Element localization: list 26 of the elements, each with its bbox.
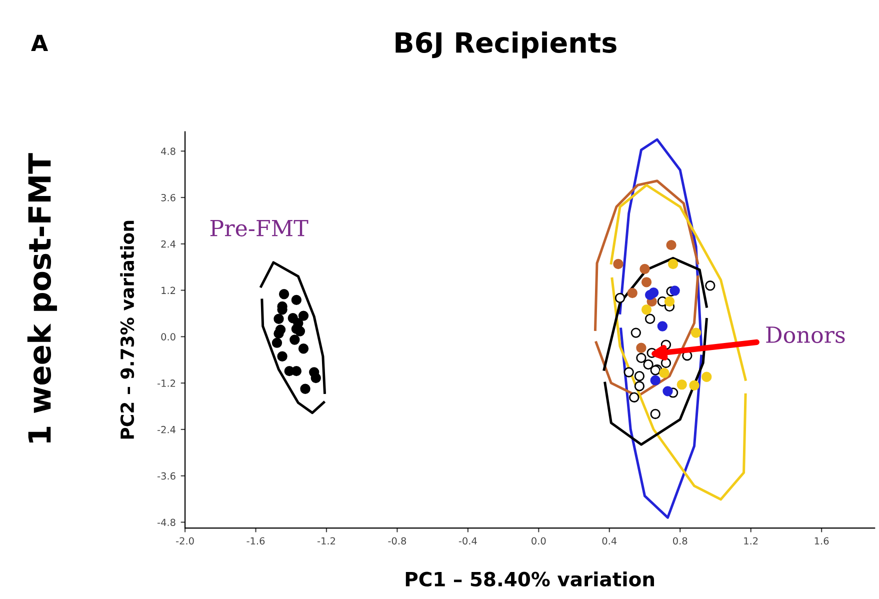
text: 1 week post-FMT xyxy=(27,153,57,443)
text: A xyxy=(31,34,48,52)
y-tick-label: -3.6 xyxy=(158,472,176,480)
y-tick-label: -2.4 xyxy=(158,426,176,434)
y-tick-label: 2.4 xyxy=(161,240,176,248)
y-tick-label: 0.0 xyxy=(161,333,176,340)
x-tick-label: 0.8 xyxy=(673,537,688,545)
x-tick-label: -2.0 xyxy=(176,537,194,545)
y-tick-label: 3.6 xyxy=(161,194,176,202)
annotation: Pre-FMT xyxy=(210,220,308,236)
chart-title: B6J Recipients xyxy=(396,31,616,58)
y-tick-label: -1.2 xyxy=(158,380,176,387)
y-tick-label: -4.8 xyxy=(158,518,176,526)
x-tick-label: -1.6 xyxy=(246,537,265,545)
y-tick-label: 1.2 xyxy=(162,286,176,294)
x-axis-title: PC1 – 58.40% variation xyxy=(406,571,654,587)
y-tick-label: 4.8 xyxy=(161,148,176,155)
x-tick-label: -0.8 xyxy=(388,537,406,545)
x-tick-label: -0.4 xyxy=(458,537,477,545)
x-tick-label: 0.4 xyxy=(602,537,617,545)
x-tick-label: -1.2 xyxy=(317,537,335,544)
x-tick-label: 1.2 xyxy=(744,537,758,544)
y-axis-title: PC2 – 9.73% variation xyxy=(120,220,134,439)
x-tick-label: 1.6 xyxy=(814,537,829,545)
x-tick-label: 0.0 xyxy=(532,537,546,545)
annotation: Donors xyxy=(766,326,845,344)
